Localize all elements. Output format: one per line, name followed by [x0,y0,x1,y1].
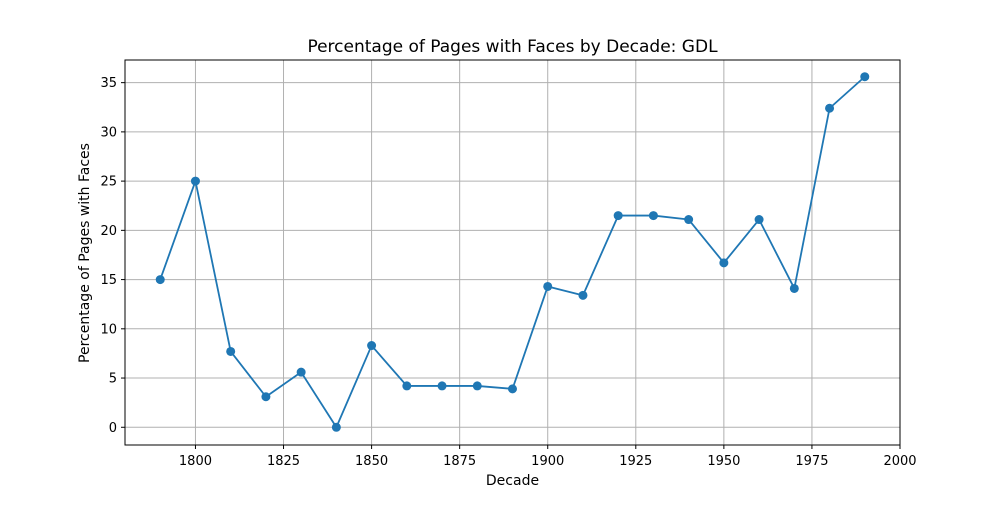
data-point [508,384,517,394]
series-line [159,76,866,429]
y-tick-label: 5 [109,372,117,387]
data-point [578,290,588,300]
chart-title: Percentage of Pages with Faces by Decade… [307,37,718,57]
data-point [261,392,271,402]
x-tick-label: 1975 [795,454,828,469]
y-axis-title: Percentage of Pages with Faces [77,143,93,363]
y-tick-label: 10 [100,322,117,337]
y-tick-label: 15 [100,273,117,288]
data-point [155,275,165,285]
x-tick-label: 1800 [179,454,212,469]
x-tick-label: 1875 [443,454,476,469]
x-tick-label: 1825 [267,454,300,469]
y-tick-label: 0 [109,421,117,436]
data-point [402,381,412,391]
x-tick-label: 1850 [355,454,388,469]
data-point [472,381,482,391]
x-tick-label: 1950 [707,454,740,469]
data-point [648,211,658,221]
data-point [296,367,306,377]
data-point [437,381,447,391]
axis-ticks: 1800 1825 1850 1875 1900 1925 1950 1975 2000 0 5 10… [100,76,916,469]
data-point [226,346,236,356]
data-series [155,72,870,432]
grid-lines [125,60,901,445]
data-point [860,72,870,82]
plot-area-frame [124,59,901,446]
x-tick-label: 1900 [531,454,564,469]
data-point [719,258,729,268]
data-point [331,422,341,432]
x-tick-label: 2000 [883,454,916,469]
x-tick-label: 1925 [619,454,652,469]
y-tick-label: 25 [100,175,117,190]
x-axis-title: Decade [486,473,539,489]
data-point [754,215,764,225]
y-tick-label: 30 [100,125,117,140]
data-point [825,103,835,113]
data-point [367,341,377,351]
data-point [613,211,623,221]
y-tick-label: 20 [100,224,117,239]
data-point [190,176,200,186]
data-point [543,281,553,291]
data-point [684,215,694,225]
y-tick-label: 35 [100,76,117,91]
data-point [789,283,799,293]
